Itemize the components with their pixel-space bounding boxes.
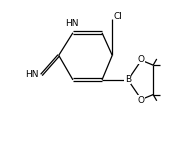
- Text: O: O: [138, 55, 145, 64]
- Text: Cl: Cl: [114, 12, 122, 21]
- Text: B: B: [125, 75, 131, 84]
- Text: O: O: [138, 96, 145, 105]
- Text: HN: HN: [66, 19, 79, 28]
- Text: HN: HN: [25, 71, 39, 79]
